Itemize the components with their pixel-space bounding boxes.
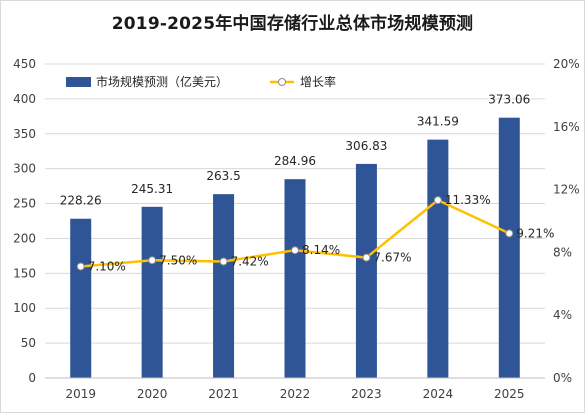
bar-value-label: 373.06 bbox=[488, 93, 530, 107]
growth-value-label: 9.21% bbox=[516, 226, 554, 240]
bar bbox=[284, 179, 306, 378]
y-left-tick-label: 100 bbox=[13, 301, 36, 315]
y-left-tick-label: 450 bbox=[13, 57, 36, 71]
y-left-tick-label: 200 bbox=[13, 231, 36, 245]
x-tick-label: 2023 bbox=[351, 387, 382, 401]
y-left-tick-label: 150 bbox=[13, 266, 36, 280]
bar bbox=[498, 117, 520, 379]
bar bbox=[141, 206, 163, 378]
x-tick-label: 2022 bbox=[280, 387, 311, 401]
legend-line-marker bbox=[278, 78, 286, 86]
bar-value-label: 245.31 bbox=[131, 182, 173, 196]
bar bbox=[213, 194, 235, 378]
bar-value-label: 341.59 bbox=[417, 115, 459, 129]
y-right-tick-label: 0% bbox=[553, 371, 572, 385]
bar-value-label: 284.96 bbox=[274, 154, 316, 168]
y-left-tick-label: 0 bbox=[28, 371, 36, 385]
y-left-tick-label: 250 bbox=[13, 197, 36, 211]
legend-line-label: 增长率 bbox=[300, 74, 336, 89]
x-tick-label: 2019 bbox=[65, 387, 96, 401]
growth-point bbox=[433, 196, 442, 205]
growth-point bbox=[362, 253, 371, 262]
x-tick-label: 2025 bbox=[494, 387, 525, 401]
y-left-tick-label: 50 bbox=[21, 336, 36, 350]
x-tick-label: 2020 bbox=[137, 387, 168, 401]
growth-value-label: 11.33% bbox=[445, 193, 491, 207]
y-left-tick-label: 300 bbox=[13, 162, 36, 176]
x-tick-label: 2024 bbox=[423, 387, 454, 401]
x-tick-label: 2021 bbox=[208, 387, 239, 401]
growth-value-label: 7.10% bbox=[88, 260, 126, 274]
y-right-tick-label: 12% bbox=[553, 183, 580, 197]
legend-bar-label: 市场规模预测（亿美元） bbox=[96, 74, 228, 89]
growth-value-label: 7.67% bbox=[373, 251, 411, 265]
bar-value-label: 306.83 bbox=[345, 139, 387, 153]
growth-point bbox=[219, 257, 228, 266]
growth-point bbox=[76, 262, 85, 271]
bar bbox=[427, 139, 449, 378]
chart-title: 2019-2025年中国存储行业总体市场规模预测 bbox=[111, 14, 474, 34]
growth-value-label: 8.14% bbox=[302, 243, 340, 257]
y-left-tick-label: 400 bbox=[13, 92, 36, 106]
bar-value-label: 263.5 bbox=[206, 169, 240, 183]
y-left-tick-label: 350 bbox=[13, 127, 36, 141]
bar-value-label: 228.26 bbox=[60, 194, 102, 208]
legend-bar-swatch bbox=[66, 77, 91, 87]
growth-point bbox=[148, 256, 157, 265]
y-right-tick-label: 16% bbox=[553, 120, 580, 134]
bar bbox=[70, 218, 92, 378]
growth-point bbox=[291, 246, 299, 255]
y-right-tick-label: 4% bbox=[553, 308, 572, 322]
bar bbox=[355, 163, 377, 378]
growth-value-label: 7.50% bbox=[159, 253, 197, 267]
growth-point bbox=[505, 229, 514, 238]
y-right-tick-label: 20% bbox=[553, 57, 580, 71]
y-right-tick-label: 8% bbox=[553, 245, 572, 259]
growth-value-label: 7.42% bbox=[231, 255, 269, 269]
